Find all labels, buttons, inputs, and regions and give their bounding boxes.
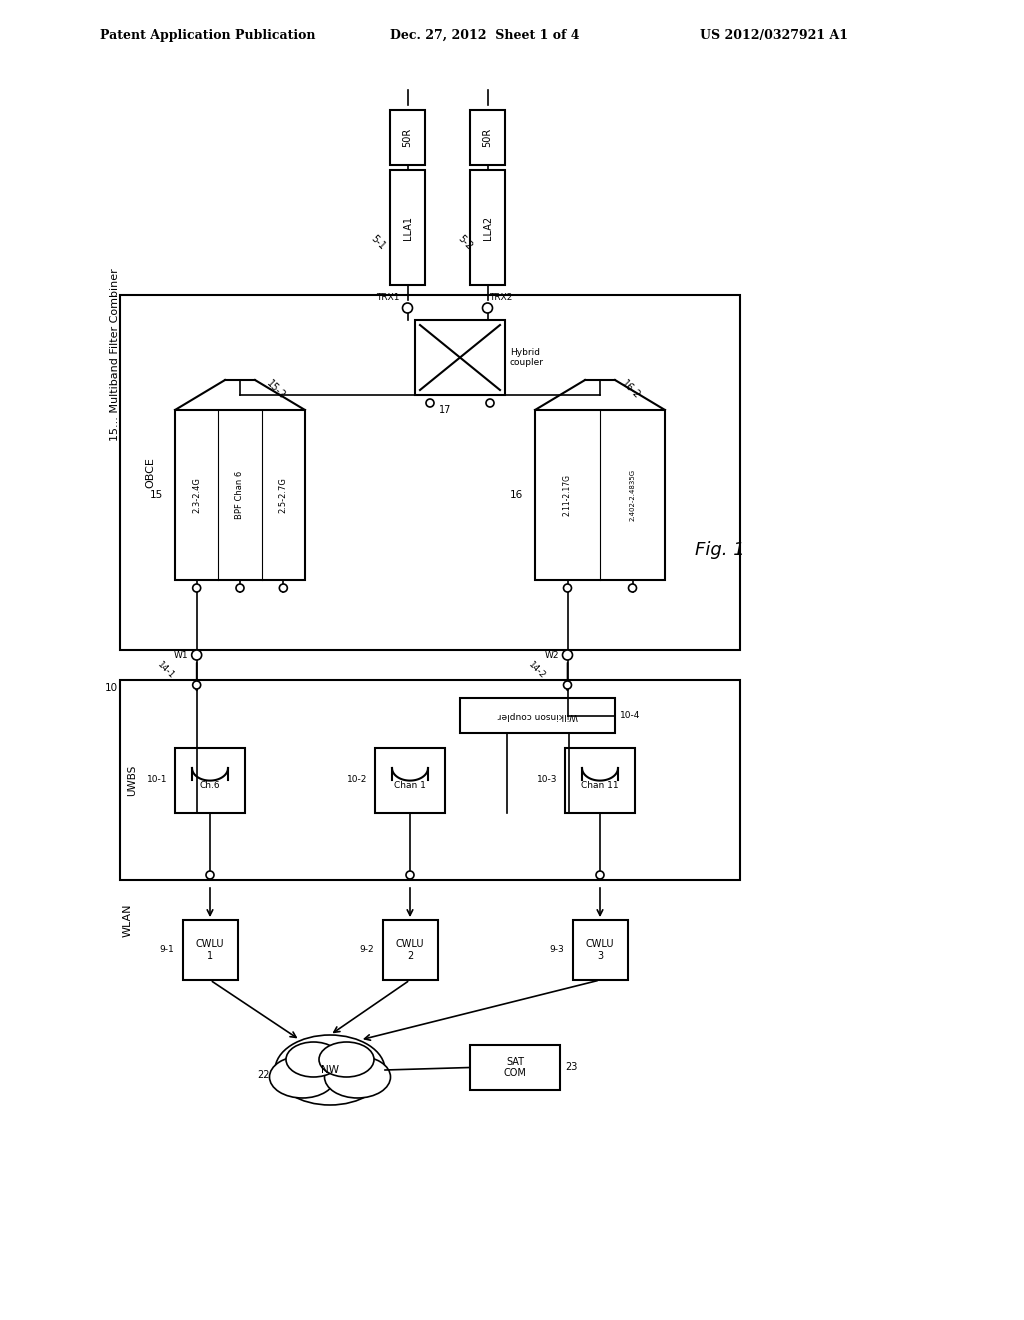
- Text: 15-2: 15-2: [265, 379, 288, 401]
- Text: 16-2: 16-2: [620, 379, 643, 401]
- Text: SAT
COM: SAT COM: [504, 1057, 526, 1078]
- Bar: [470, 110, 505, 165]
- Text: 9-3: 9-3: [550, 945, 564, 954]
- Text: 9-1: 9-1: [160, 945, 174, 954]
- Text: 50R: 50R: [402, 128, 413, 147]
- Text: 10-4: 10-4: [620, 711, 640, 719]
- Bar: [572, 920, 628, 979]
- Bar: [470, 170, 505, 285]
- Circle shape: [563, 583, 571, 591]
- Circle shape: [629, 583, 637, 591]
- Circle shape: [193, 681, 201, 689]
- Text: NW: NW: [321, 1065, 339, 1074]
- Text: 10-2: 10-2: [347, 776, 367, 784]
- Text: W2: W2: [545, 651, 559, 660]
- Text: 15... Multiband Filter Combiner: 15... Multiband Filter Combiner: [110, 269, 120, 441]
- Text: Wilkinson coupler: Wilkinson coupler: [498, 711, 578, 719]
- Ellipse shape: [319, 1041, 374, 1077]
- Circle shape: [280, 583, 288, 591]
- Text: 17: 17: [439, 405, 452, 414]
- Text: W1: W1: [174, 651, 188, 660]
- Text: Dec. 27, 2012  Sheet 1 of 4: Dec. 27, 2012 Sheet 1 of 4: [390, 29, 580, 41]
- Text: 10-1: 10-1: [146, 776, 167, 784]
- Bar: [415, 319, 505, 395]
- Text: 10-3: 10-3: [537, 776, 557, 784]
- Circle shape: [596, 871, 604, 879]
- Text: 2.11-2.17G: 2.11-2.17G: [563, 474, 572, 516]
- Bar: [390, 170, 425, 285]
- Bar: [182, 920, 238, 979]
- Text: UWBS: UWBS: [127, 764, 137, 796]
- Text: TRX1: TRX1: [376, 293, 399, 302]
- Bar: [175, 411, 305, 579]
- Text: 14-2: 14-2: [526, 660, 548, 680]
- Bar: [535, 411, 665, 579]
- Text: CWLU
1: CWLU 1: [196, 940, 224, 961]
- Text: TRX2: TRX2: [489, 293, 513, 302]
- Ellipse shape: [325, 1056, 390, 1098]
- Text: CWLU
2: CWLU 2: [395, 940, 424, 961]
- Circle shape: [193, 583, 201, 591]
- Bar: [390, 110, 425, 165]
- Text: CWLU
3: CWLU 3: [586, 940, 614, 961]
- Circle shape: [486, 399, 494, 407]
- Circle shape: [426, 399, 434, 407]
- Text: LLA1: LLA1: [402, 215, 413, 239]
- Text: US 2012/0327921 A1: US 2012/0327921 A1: [700, 29, 848, 41]
- Text: WLAN: WLAN: [123, 903, 133, 937]
- Bar: [120, 294, 740, 649]
- Text: 23: 23: [565, 1063, 578, 1072]
- Ellipse shape: [275, 1035, 385, 1105]
- Text: 22: 22: [257, 1071, 270, 1080]
- Circle shape: [562, 649, 572, 660]
- Bar: [460, 698, 615, 733]
- Text: 2.3-2.4G: 2.3-2.4G: [193, 477, 201, 513]
- Circle shape: [236, 583, 244, 591]
- Text: 50R: 50R: [482, 128, 493, 147]
- Text: 5-2: 5-2: [456, 234, 474, 252]
- Circle shape: [191, 649, 202, 660]
- Text: 14-1: 14-1: [156, 660, 177, 680]
- Bar: [375, 747, 445, 813]
- Bar: [470, 1045, 560, 1090]
- Ellipse shape: [269, 1056, 336, 1098]
- Bar: [383, 920, 437, 979]
- Text: BPF Chan 6: BPF Chan 6: [236, 471, 245, 519]
- Text: 5-1: 5-1: [369, 234, 387, 252]
- Text: LLA2: LLA2: [482, 215, 493, 239]
- Text: 15: 15: [150, 490, 163, 500]
- Text: OBCE: OBCE: [145, 457, 155, 488]
- Text: 2.5-2.7G: 2.5-2.7G: [279, 477, 288, 513]
- Text: 16: 16: [510, 490, 523, 500]
- Circle shape: [482, 304, 493, 313]
- Circle shape: [563, 681, 571, 689]
- Text: 9-2: 9-2: [359, 945, 375, 954]
- Bar: [565, 747, 635, 813]
- Text: Patent Application Publication: Patent Application Publication: [100, 29, 315, 41]
- Bar: [175, 747, 245, 813]
- Ellipse shape: [286, 1041, 341, 1077]
- Circle shape: [406, 871, 414, 879]
- Circle shape: [402, 304, 413, 313]
- Text: Hybrid
coupler: Hybrid coupler: [510, 347, 544, 367]
- Circle shape: [206, 871, 214, 879]
- Text: 2.402-2.4835G: 2.402-2.4835G: [630, 469, 636, 521]
- Bar: [120, 680, 740, 880]
- Text: Ch.6: Ch.6: [200, 780, 220, 789]
- Text: 10: 10: [104, 682, 118, 693]
- Text: Fig. 1: Fig. 1: [695, 541, 744, 558]
- Text: Chan 1: Chan 1: [394, 780, 426, 789]
- Text: Chan 11: Chan 11: [582, 780, 618, 789]
